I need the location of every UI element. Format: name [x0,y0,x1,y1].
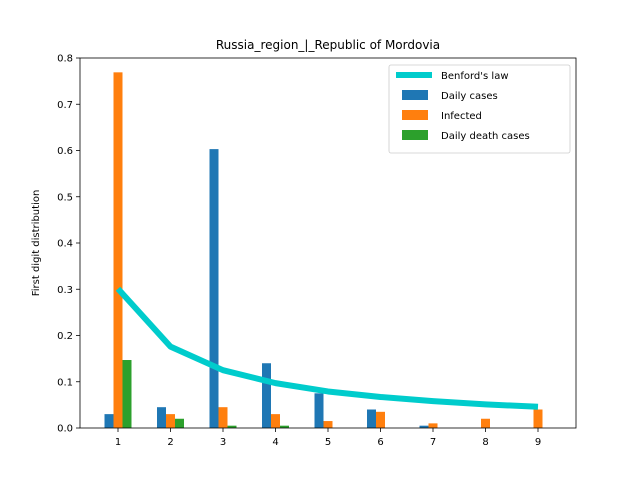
plot-frame [79,57,577,429]
bar-infected-8 [481,418,490,428]
bar-infected-4 [271,414,280,428]
legend-label-benford-s-law: Benford's law [441,71,509,82]
y-axis: 0.0 0.1 0.2 0.3 0.4 0.5 0.6 0.7 0.8 [57,54,80,435]
x-tick-label-3: 3 [220,437,226,448]
bar-daily-cases-3 [209,149,219,429]
x-tick-label-2: 2 [167,437,173,448]
legend-label-infected: Infected [441,111,482,122]
legend-label-daily-cases: Daily cases [441,91,498,102]
bar-daily-death-cases-1 [122,360,132,428]
y-tick-label-0.4: 0.4 [57,239,73,250]
y-tick-label-0.8: 0.8 [57,54,73,65]
y-tick-label-0.3: 0.3 [57,285,73,296]
x-tick-label-1: 1 [115,437,121,448]
y-axis-label: First digit distribution [31,190,42,297]
bar-infected-9 [533,409,543,428]
bar-daily-cases-2 [157,407,166,428]
benford-line-layer [115,286,539,410]
legend-swatch-daily-death-cases [402,130,428,140]
y-tick-label-0.6: 0.6 [57,146,73,157]
chart-title: Russia_region_|_Republic of Mordovia [216,38,440,52]
bar-infected-3 [218,407,228,428]
legend: Benford's law Daily cases Infected Daily de… [388,64,571,154]
y-tick-label-0.2: 0.2 [57,331,73,342]
bar-daily-cases-5 [314,393,324,428]
bar-daily-death-cases-3 [227,425,237,428]
legend-swatch-infected [402,110,428,120]
x-axis: 1 2 3 4 5 6 7 8 9 [115,428,541,448]
legend-swatch-daily-cases [402,90,428,100]
y-tick-label-0.1: 0.1 [57,377,73,388]
y-tick-label-0.0: 0.0 [57,424,73,435]
bar-infected-6 [376,411,385,428]
bar-daily-death-cases-2 [175,418,184,428]
bar-daily-cases-4 [262,363,271,428]
legend-label-daily-death-cases: Daily death cases [441,131,530,142]
bars [104,72,543,429]
benford-law-line [115,286,539,410]
bar-infected-7 [428,423,438,428]
bar-infected-5 [323,421,333,428]
bar-daily-death-cases-4 [280,425,289,428]
bar-daily-cases-7 [419,425,429,428]
x-tick-label-7: 7 [430,437,436,448]
x-tick-label-4: 4 [272,437,278,448]
bar-daily-cases-6 [367,409,376,428]
bar-infected-1 [113,72,123,429]
x-tick-label-8: 8 [482,437,488,448]
bar-infected-2 [166,414,175,428]
x-tick-label-6: 6 [377,437,383,448]
x-tick-label-9: 9 [535,437,541,448]
legend-box [388,64,571,154]
y-tick-label-0.5: 0.5 [57,192,73,203]
y-tick-label-0.7: 0.7 [57,100,73,111]
bar-daily-cases-1 [104,414,114,428]
x-tick-label-5: 5 [325,437,331,448]
